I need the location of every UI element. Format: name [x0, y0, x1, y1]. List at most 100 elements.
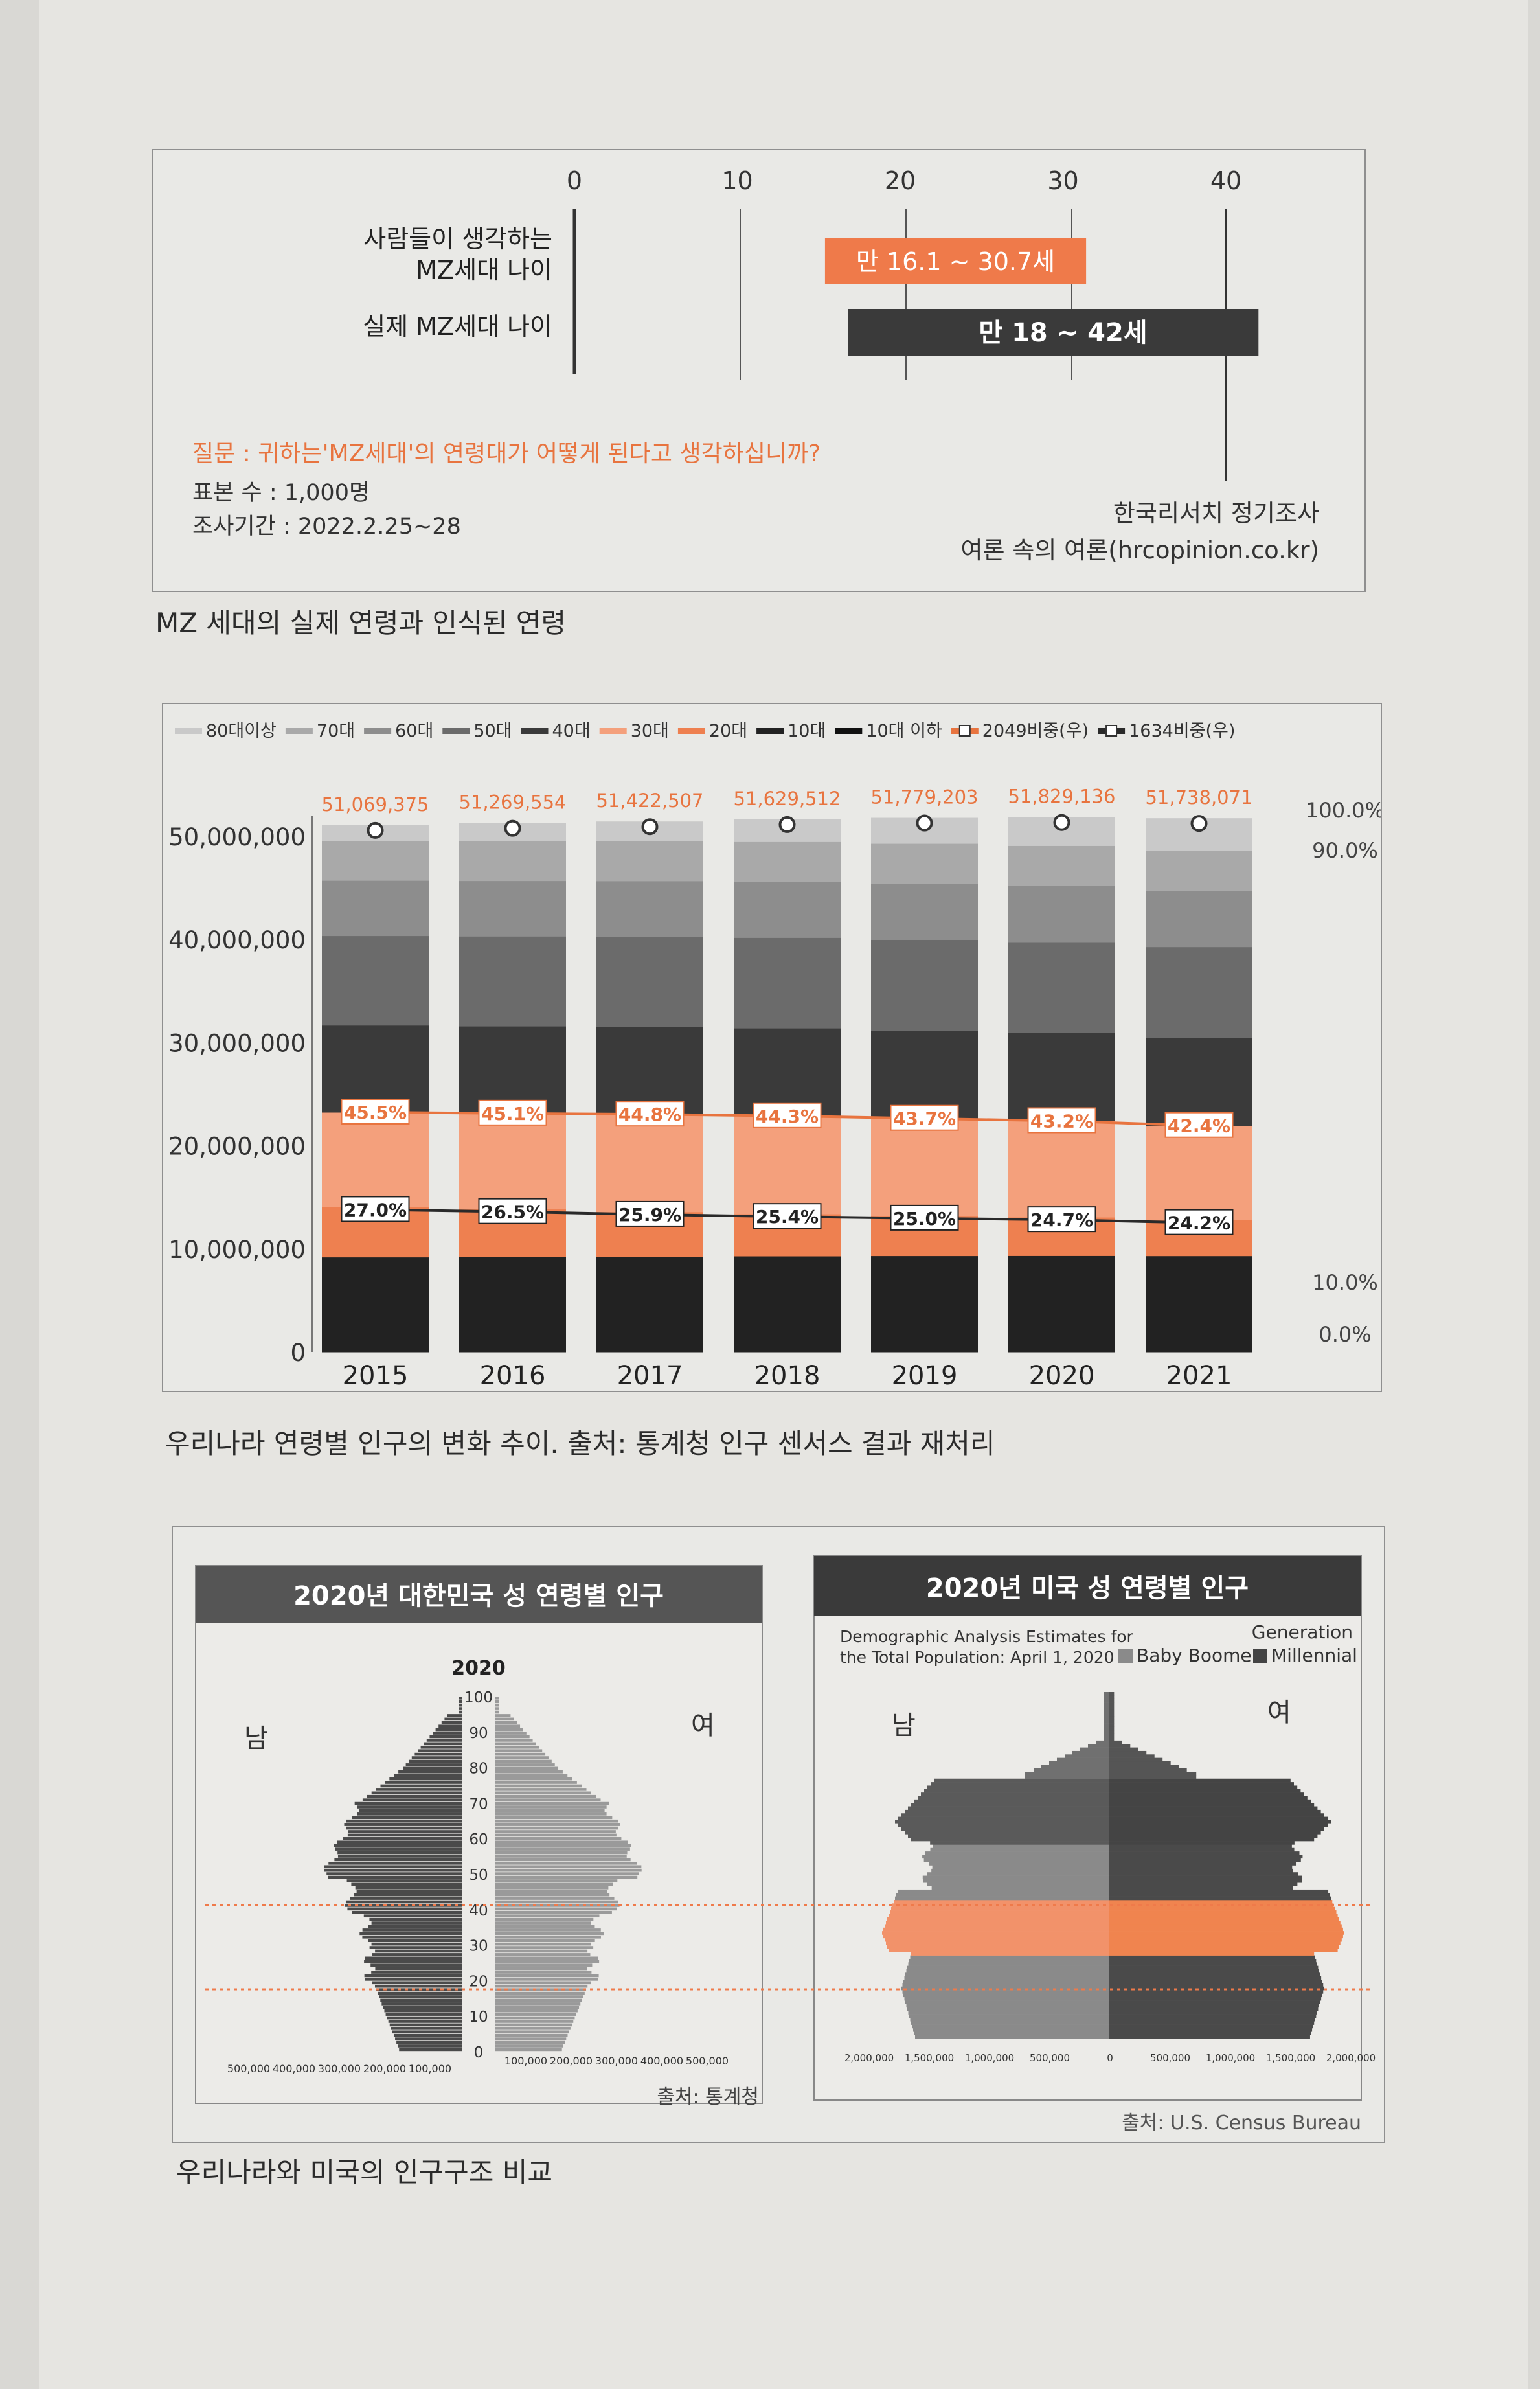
- ratio-2049-2015: 45.5%: [344, 1102, 407, 1123]
- us-x-tick-3: 500,000: [1030, 2052, 1070, 2064]
- ratio-2049-2016-box: [478, 1099, 547, 1126]
- us-x-tick-7: 1,500,000: [1266, 2052, 1315, 2064]
- actual-age-label: 만 18 ~ 42세: [979, 318, 1147, 348]
- actual-age-bar: [848, 309, 1259, 356]
- total-marker-2018: [778, 816, 796, 833]
- bar-2021-seg_60: [1146, 891, 1252, 948]
- kr-age-tick-100: 100: [464, 1689, 493, 1706]
- x-tick-2016: 2016: [480, 1361, 546, 1391]
- total-marker-2017: [641, 818, 659, 836]
- kr-age-tick-90: 90: [469, 1725, 488, 1742]
- bar-2017-seg_30: [596, 1114, 703, 1213]
- bar-2020-seg_70: [1008, 845, 1115, 886]
- source-line2: 여론 속의 여론(hrcopinion.co.kr): [960, 536, 1319, 564]
- bar-2020-seg_40: [1008, 1033, 1115, 1121]
- kr-x-left-0: 500,000: [227, 2063, 270, 2075]
- bar-2019-seg_60: [871, 883, 978, 940]
- total-label-2020: 51,829,136: [1008, 786, 1115, 808]
- legend-label-2: 60대: [395, 721, 433, 741]
- kr-x-right-4: 500,000: [686, 2055, 729, 2067]
- bar-2021-seg_70: [1146, 851, 1252, 891]
- axis-tick-0: 0: [567, 166, 582, 195]
- x-tick-2020: 2020: [1029, 1361, 1095, 1391]
- figure1-caption: MZ 세대의 실제 연령과 인식된 연령: [155, 607, 567, 639]
- us-legend-millennial: Millennial: [1271, 1645, 1357, 1666]
- bar-2015-seg_50: [322, 935, 429, 1026]
- axis-tick-40: 40: [1210, 166, 1241, 195]
- bar-2015-seg_60: [322, 880, 429, 937]
- bar-2020-seg_50: [1008, 942, 1115, 1033]
- bar-2015-seg_40: [322, 1025, 429, 1113]
- bar-2016-seg_10: [459, 1257, 566, 1353]
- x-tick-2017: 2017: [617, 1361, 683, 1391]
- ratio-1634-2019-box: [890, 1204, 959, 1231]
- ratio-2049-2021: 42.4%: [1168, 1115, 1230, 1137]
- bar-2017-seg_50: [596, 936, 703, 1027]
- right-tick-3: 0.0%: [1319, 1322, 1371, 1347]
- ratio-2049-2015-box: [341, 1099, 410, 1125]
- legend-label-1: 70대: [317, 721, 355, 741]
- kr-age-tick-80: 80: [469, 1761, 488, 1777]
- source-line1: 한국리서치 정기조사: [1113, 499, 1319, 527]
- kr-female-label: 여: [691, 1711, 715, 1741]
- ratio-1634-2015-box: [341, 1196, 410, 1222]
- legend-swatch-1: [285, 728, 313, 734]
- kr-age-tick-20: 20: [469, 1973, 488, 1990]
- ratio-2049-2018: 44.3%: [756, 1106, 819, 1127]
- row2-label: 실제 MZ세대 나이: [363, 312, 552, 341]
- kr-year: 2020: [451, 1657, 506, 1680]
- kr-age-tick-50: 50: [469, 1867, 488, 1884]
- bar-2019-seg_30: [871, 1118, 978, 1217]
- total-marker-2019: [916, 814, 933, 832]
- us-source: 출처: U.S. Census Bureau: [1122, 2112, 1361, 2134]
- us-x-tick-6: 1,000,000: [1206, 2052, 1255, 2064]
- axis-tick-10: 10: [721, 166, 753, 195]
- us-generation-label: Generation: [1252, 1621, 1353, 1643]
- ratio-2049-2017-box: [615, 1101, 685, 1127]
- legend-label-3: 50대: [473, 721, 512, 741]
- bar-2021-seg_30: [1146, 1125, 1252, 1221]
- kr-age-tick-10: 10: [469, 2009, 488, 2026]
- ratio-2049-2020: 43.2%: [1030, 1110, 1093, 1132]
- kr-title-bar: [196, 1566, 762, 1623]
- legend-label-9: 2049비중(우): [982, 721, 1089, 741]
- us-x-tick-1: 1,500,000: [905, 2052, 954, 2064]
- kr-x-right-0: 100,000: [504, 2055, 547, 2067]
- bar-2019-seg_50: [871, 939, 978, 1031]
- total-label-2021: 51,738,071: [1145, 786, 1252, 808]
- sample-size: 표본 수 : 1,000명: [192, 480, 370, 506]
- axis-tick-30: 30: [1047, 166, 1078, 195]
- us-legend-boomer: Baby Boomer: [1137, 1645, 1260, 1666]
- ratio-1634-2018-box: [753, 1203, 822, 1229]
- ratio-1634-2021: 24.2%: [1168, 1213, 1230, 1234]
- kr-x-left-4: 100,000: [409, 2063, 451, 2075]
- kr-title: 2020년 대한민국 성 연령별 인구: [293, 1581, 664, 1611]
- kr-age-tick-0: 0: [474, 2044, 484, 2061]
- legend-swatch-3: [442, 728, 470, 734]
- ratio-1634-2016: 26.5%: [481, 1202, 544, 1223]
- ratio-1634-2020-box: [1027, 1206, 1096, 1233]
- legend-label-0: 80대이상: [206, 721, 277, 741]
- kr-x-right-2: 300,000: [595, 2055, 638, 2067]
- bar-2018-seg_30: [734, 1115, 841, 1215]
- us-subtitle-1: Demographic Analysis Estimates for: [840, 1627, 1134, 1646]
- axis-tick-20: 20: [885, 166, 916, 195]
- kr-age-tick-30: 30: [469, 1938, 488, 1955]
- bar-2016-seg_70: [459, 841, 566, 882]
- kr-source: 출처: 통계청: [657, 2086, 759, 2109]
- legend-label-8: 10대 이하: [866, 721, 942, 741]
- legend-label-7: 10대: [787, 721, 826, 741]
- figure2-caption: 우리나라 연령별 인구의 변화 추이. 출처: 통계청 인구 센서스 결과 재처…: [165, 1428, 995, 1459]
- bar-2015-seg_70: [322, 841, 429, 881]
- kr-x-left-2: 300,000: [318, 2063, 361, 2075]
- us-male-label: 남: [892, 1711, 916, 1741]
- us-x-tick-4: 0: [1107, 2052, 1113, 2064]
- ratio-2049-2019: 43.7%: [893, 1108, 956, 1130]
- population-trend-figure: 80대이상 70대 60대 50대 40대 30대 20대 10대 10대 이하 2049비중(우…: [162, 703, 1385, 1392]
- survey-question: 질문 : 귀하는'MZ세대'의 연령대가 어떻게 된다고 생각하십니까?: [192, 440, 821, 467]
- y-tick-1: 10,000,000: [168, 1236, 306, 1264]
- legend-label-5: 30대: [631, 721, 669, 741]
- legend-swatch-2: [364, 728, 392, 734]
- bar-2020-seg_60: [1008, 886, 1115, 943]
- ratio-1634-2018: 25.4%: [756, 1206, 819, 1228]
